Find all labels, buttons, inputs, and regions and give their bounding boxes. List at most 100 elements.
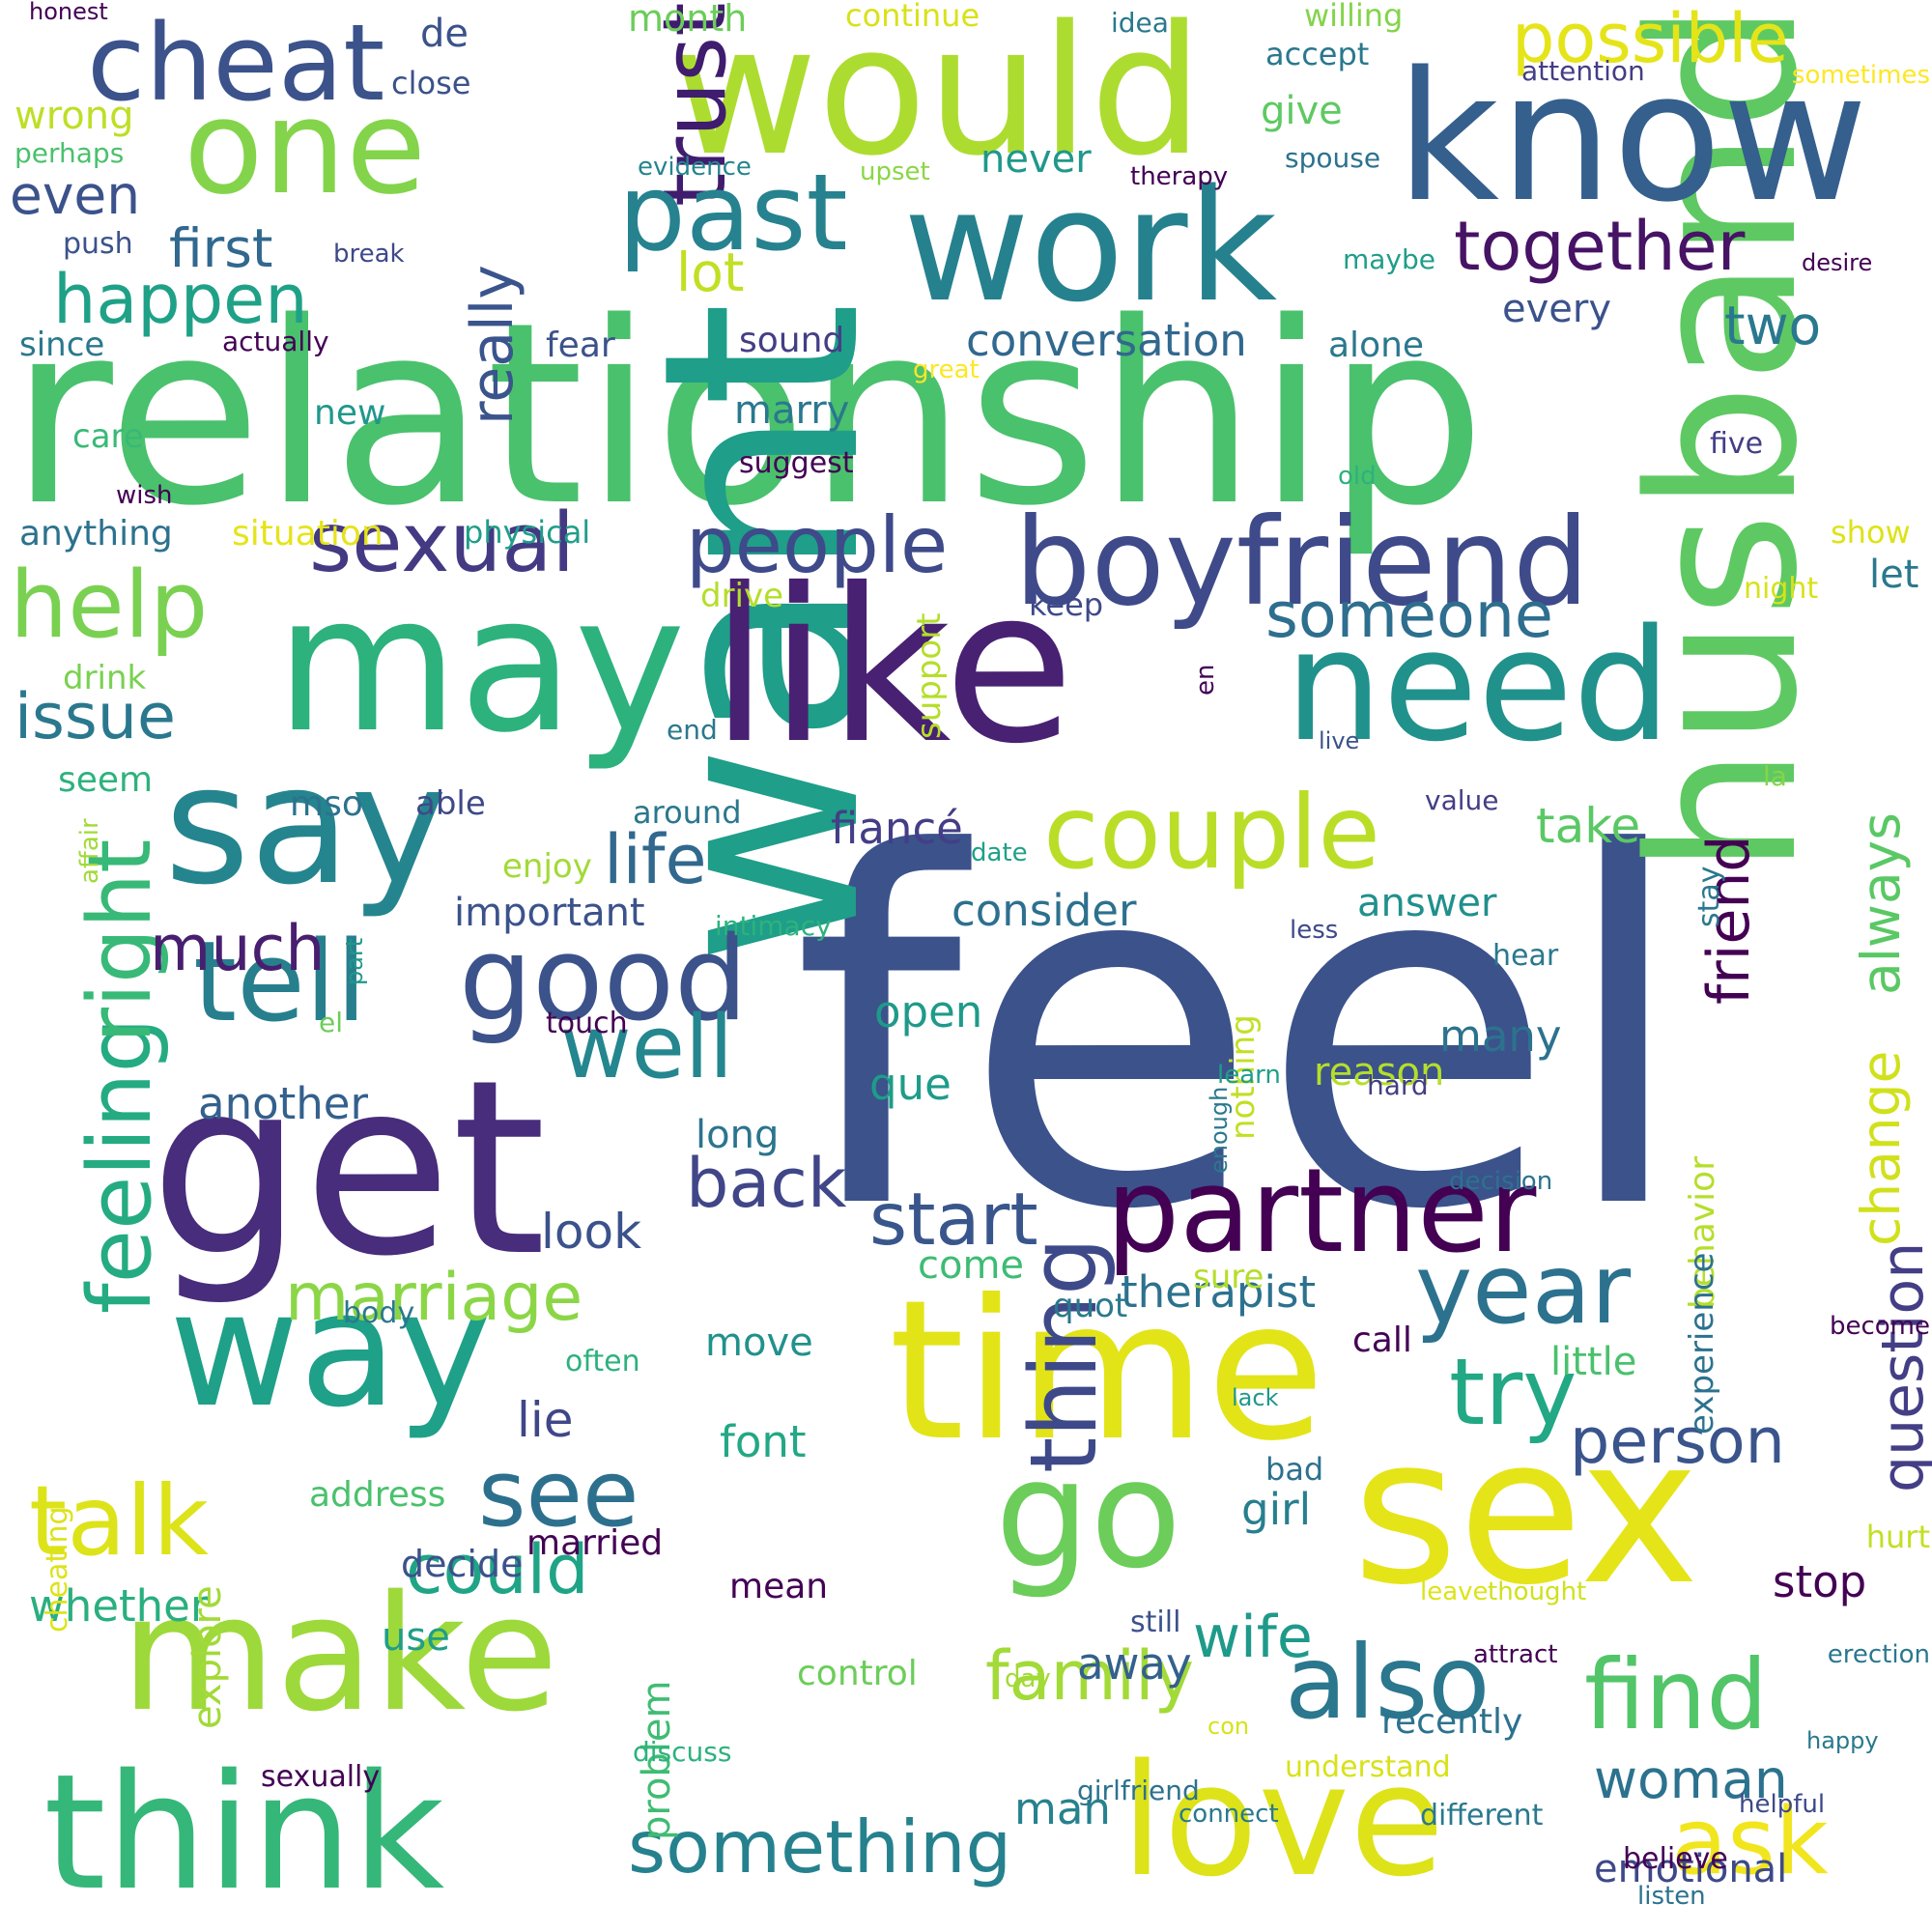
word-feel: feel [792, 753, 1691, 1315]
word-past: past [618, 151, 848, 274]
word-marry: marry [734, 388, 850, 433]
word-part: part [341, 937, 368, 985]
word-break: break [333, 240, 405, 269]
word-suggest: suggest [739, 446, 854, 480]
word-also: also [1285, 1624, 1491, 1742]
word-el: el [319, 1007, 344, 1038]
word-change: change [1850, 1050, 1912, 1246]
word-use: use [382, 1615, 450, 1660]
word-reason: reason [1314, 1050, 1445, 1094]
word-hear: hear [1492, 939, 1559, 973]
word-conversation: conversation [966, 315, 1247, 366]
word-wife: wife [1193, 1604, 1313, 1671]
word-upset: upset [860, 157, 930, 186]
word-find: find [1584, 1638, 1768, 1751]
word-body: body [343, 1296, 415, 1330]
word-life: life [604, 820, 707, 899]
word-attract: attract [1473, 1640, 1558, 1669]
word-possible: possible [1512, 0, 1789, 78]
word-married: married [526, 1523, 664, 1563]
word-new: new [314, 393, 386, 433]
word-control: control [797, 1654, 918, 1693]
word-talk: talk [29, 1464, 210, 1577]
word-become: become [1829, 1312, 1930, 1341]
word-different: different [1420, 1799, 1544, 1833]
word-perhaps: perhaps [14, 137, 125, 169]
word-take: take [1536, 798, 1641, 854]
word-value: value [1425, 784, 1499, 816]
word-move: move [705, 1321, 813, 1365]
word-support: support [910, 612, 949, 739]
word-evidence: evidence [638, 153, 752, 182]
word-day: day [1005, 1664, 1051, 1693]
word-partner: partner [1106, 1145, 1537, 1279]
word-give: give [1261, 89, 1343, 133]
word-could: could [406, 1530, 589, 1609]
word-back: back [686, 1144, 847, 1223]
word-experience: experience [1683, 1252, 1721, 1435]
word-much: much [150, 913, 326, 985]
word-affair: affair [75, 818, 104, 884]
word-fianc-: fiancé [831, 803, 963, 854]
word-lack: lack [1232, 1384, 1279, 1411]
word-little: little [1550, 1340, 1637, 1384]
word-honest: honest [29, 0, 108, 25]
word-en: en [1191, 664, 1220, 696]
word-learn: learn [1217, 1061, 1281, 1090]
word-helpful: helpful [1739, 1790, 1826, 1819]
word-come: come [918, 1243, 1025, 1288]
word-try: try [1449, 1340, 1577, 1446]
word-actually: actually [222, 326, 329, 357]
word-wish: wish [116, 481, 173, 510]
word-love: love [1121, 1730, 1445, 1911]
word-address: address [309, 1475, 446, 1515]
word-bad: bad [1265, 1451, 1324, 1488]
word-date: date [971, 838, 1028, 867]
word-sound: sound [739, 321, 845, 360]
word-call: call [1352, 1321, 1412, 1360]
word-attention: attention [1521, 55, 1645, 87]
word-alone: alone [1328, 326, 1425, 365]
word-de: de [420, 12, 469, 56]
word-need: need [1285, 595, 1671, 776]
word-start: start [869, 1177, 1038, 1262]
word-keep: keep [1029, 586, 1104, 623]
word-man: man [1014, 1783, 1111, 1834]
word-erection: erection [1827, 1640, 1930, 1669]
word-drive: drive [700, 577, 784, 615]
word-five: five [1710, 427, 1764, 461]
word-discuss: discuss [633, 1736, 732, 1768]
word-therapy: therapy [1130, 162, 1229, 191]
word-anything: anything [19, 514, 173, 554]
word-woman: woman [1594, 1748, 1788, 1810]
word-listen: listen [1637, 1882, 1706, 1911]
word-never: never [980, 137, 1092, 182]
word-happy: happy [1806, 1727, 1879, 1754]
word-mso: mso [290, 784, 363, 824]
word-two: two [1724, 295, 1822, 356]
word-understand: understand [1285, 1750, 1451, 1784]
word-feeling: feeling [70, 1017, 171, 1314]
word-enough: enough [1206, 1086, 1233, 1174]
word-year: year [1415, 1233, 1632, 1346]
word-look: look [541, 1204, 642, 1260]
word-explore: explore [185, 1585, 230, 1729]
word-lot: lot [676, 242, 745, 303]
word-happen: happen [53, 260, 308, 339]
word-idea: idea [1111, 7, 1169, 39]
word-many: many [1439, 1010, 1562, 1062]
word-situation: situation [232, 514, 384, 554]
word-together: together [1454, 207, 1746, 286]
word-close: close [391, 65, 471, 101]
word-good: good [459, 913, 749, 1047]
word-important: important [454, 891, 645, 935]
word-issue: issue [14, 681, 176, 753]
word-less: less [1290, 916, 1339, 945]
word-wrong: wrong [14, 94, 134, 138]
word-long: long [696, 1113, 780, 1157]
word-leave: leave [1420, 1577, 1489, 1606]
word-fear: fear [546, 326, 615, 365]
word-well: well [560, 997, 733, 1098]
word-help: help [10, 553, 209, 659]
word-con: con [1208, 1713, 1250, 1740]
